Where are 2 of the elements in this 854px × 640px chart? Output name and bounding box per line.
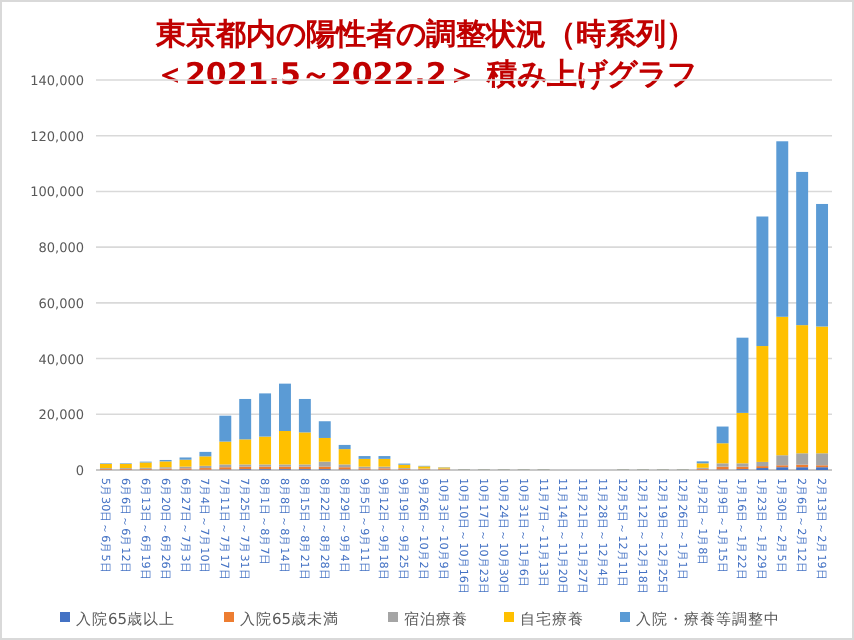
chart-title: 東京都内の陽性者の調整状況（時系列） (154, 16, 696, 52)
chart-subtitle: ＜2021.5～2022.2＞ 積み上げグラフ (155, 56, 697, 92)
